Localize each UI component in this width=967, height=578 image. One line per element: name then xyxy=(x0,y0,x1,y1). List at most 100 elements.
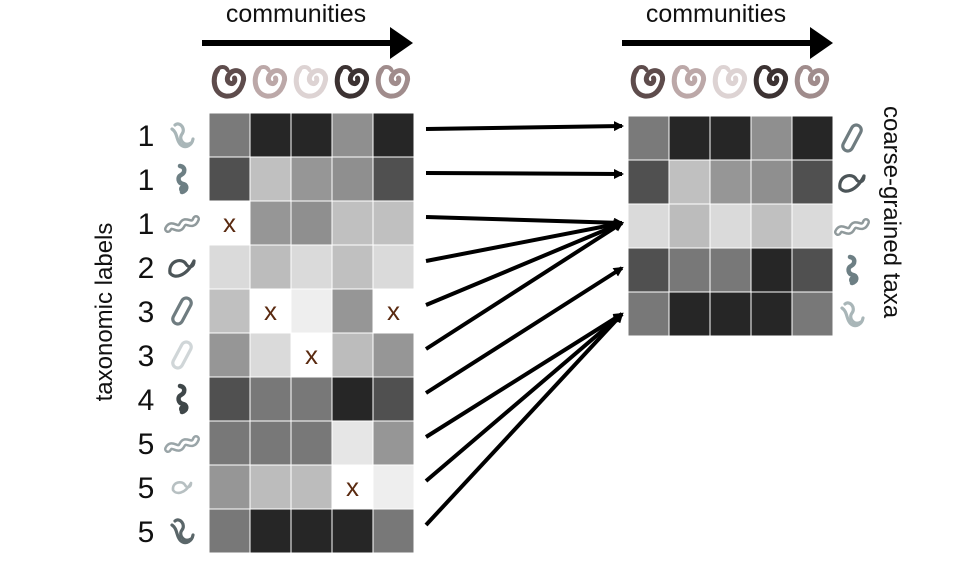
left-matrix-cell xyxy=(372,156,415,202)
left-matrix-cell xyxy=(208,420,251,466)
left-matrix-cell xyxy=(372,464,415,510)
left-matrix-cell xyxy=(372,112,415,158)
vibrio-bacterium-icon xyxy=(168,259,196,278)
right-matrix-cell xyxy=(791,203,834,249)
left-matrix-cell xyxy=(208,244,251,290)
right-matrix-cell xyxy=(750,203,793,249)
left-matrix-cell xyxy=(249,464,292,510)
left-communities-header: communities xyxy=(226,0,366,28)
right-community-icons xyxy=(630,65,830,99)
left-matrix-cell xyxy=(208,376,251,422)
left-matrix-cell xyxy=(331,376,374,422)
left-matrix-cell xyxy=(208,156,251,202)
right-abundance-matrix xyxy=(627,115,834,337)
taxonomic-row-label: 3 xyxy=(138,296,155,329)
right-matrix-cell xyxy=(791,159,834,205)
left-matrix-cell xyxy=(208,332,251,378)
taxonomic-row-label: 5 xyxy=(138,472,155,505)
left-matrix-cell xyxy=(249,156,292,202)
right-matrix-cell xyxy=(709,203,752,249)
left-matrix-cell xyxy=(331,244,374,290)
left-matrix-cell xyxy=(249,508,292,554)
left-matrix-cell xyxy=(372,420,415,466)
right-matrix-cell xyxy=(750,159,793,205)
right-matrix-cell xyxy=(668,159,711,205)
mapping-arrow xyxy=(424,312,624,483)
mapping-arrow xyxy=(425,168,624,179)
left-matrix-cell xyxy=(290,508,333,554)
left-matrix-cell xyxy=(372,200,415,246)
right-matrix-cell xyxy=(750,247,793,293)
left-matrix-cell xyxy=(290,244,333,290)
missing-data-marker: x xyxy=(387,296,400,326)
left-matrix-cell xyxy=(290,156,333,202)
curved-bacterium-icon xyxy=(840,301,865,328)
missing-data-marker: x xyxy=(223,208,236,238)
left-matrix-cell xyxy=(249,332,292,378)
left-matrix-cell xyxy=(208,508,251,554)
mapping-arrow xyxy=(424,221,624,351)
row-label-column: 1 1 1 2 3 3 4 5 5 5 xyxy=(138,120,155,549)
right-matrix-cell xyxy=(627,291,670,337)
right-matrix-cell xyxy=(627,247,670,293)
left-matrix-cell xyxy=(249,200,292,246)
right-matrix-cell xyxy=(627,159,670,205)
rod-bacterium-icon xyxy=(171,340,193,370)
wavy-rod-bacterium-icon xyxy=(164,435,200,453)
left-matrix-cell xyxy=(372,332,415,378)
vibrio-bacterium-icon xyxy=(838,174,866,193)
right-matrix-cell xyxy=(668,115,711,161)
mapping-arrow xyxy=(425,221,624,307)
mapping-arrow xyxy=(424,312,624,527)
right-matrix-cell xyxy=(668,203,711,249)
left-matrix-cell xyxy=(331,508,374,554)
wavy-rod-bacterium-icon xyxy=(834,218,870,236)
left-matrix-cell xyxy=(290,200,333,246)
left-matrix-cell xyxy=(331,288,374,334)
left-matrix-cell xyxy=(208,464,251,510)
community-icon xyxy=(293,65,329,99)
mapping-arrow xyxy=(424,312,624,439)
spirillum-bacterium-icon xyxy=(176,383,189,415)
mapping-arrows xyxy=(424,121,624,527)
taxonomic-row-label: 2 xyxy=(138,252,155,285)
left-abundance-matrix: xx xxx xyxy=(208,112,415,554)
community-icon xyxy=(630,65,666,99)
right-matrix-cell xyxy=(709,159,752,205)
community-icon xyxy=(375,65,411,99)
right-matrix-cell xyxy=(627,203,670,249)
mapping-arrow xyxy=(425,219,624,263)
left-matrix-cell xyxy=(249,376,292,422)
left-matrix-cell xyxy=(208,112,251,158)
right-taxon-icons xyxy=(834,123,870,328)
left-matrix-cell xyxy=(249,420,292,466)
right-matrix-cell xyxy=(709,115,752,161)
taxonomic-row-label: 5 xyxy=(138,516,155,549)
wavy-rod-bacterium-icon xyxy=(164,215,200,233)
missing-data-marker: x xyxy=(264,296,277,326)
left-matrix-cell xyxy=(249,244,292,290)
left-matrix-cell xyxy=(208,288,251,334)
mapping-arrow xyxy=(424,266,624,395)
left-matrix-cell xyxy=(331,200,374,246)
mapping-arrow xyxy=(425,121,624,132)
taxonomic-row-label: 3 xyxy=(138,340,155,373)
left-communities-arrow xyxy=(202,27,413,59)
left-matrix-cell xyxy=(249,112,292,158)
left-matrix-cell xyxy=(249,288,292,334)
community-icon xyxy=(211,65,247,99)
left-taxon-icons xyxy=(164,122,200,545)
right-matrix-cell xyxy=(709,291,752,337)
left-matrix-cell xyxy=(331,332,374,378)
right-matrix-cell xyxy=(668,291,711,337)
community-icon xyxy=(794,65,830,99)
right-matrix-cell xyxy=(791,115,834,161)
taxonomic-row-label: 1 xyxy=(138,120,155,153)
taxonomic-row-label: 1 xyxy=(138,208,155,241)
right-matrix-cell xyxy=(791,291,834,337)
left-matrix-cell xyxy=(331,420,374,466)
right-matrix-cell xyxy=(709,247,752,293)
curved-bacterium-icon xyxy=(170,518,195,545)
small-vibrio-bacterium-icon xyxy=(171,480,193,495)
